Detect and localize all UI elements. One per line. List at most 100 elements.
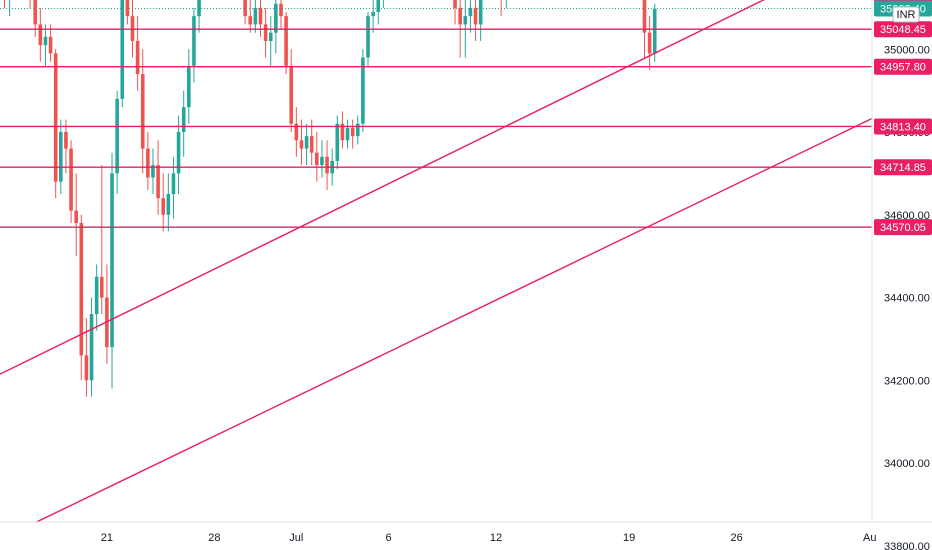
candle-body[interactable] bbox=[299, 140, 304, 149]
candle-body[interactable] bbox=[268, 32, 273, 41]
level-label-bg bbox=[874, 219, 932, 236]
candle-body[interactable] bbox=[463, 16, 468, 25]
horizontal-level-label[interactable]: 34957.80 bbox=[874, 58, 932, 75]
trend-lines bbox=[0, 0, 872, 540]
candle-body[interactable] bbox=[468, 7, 473, 17]
candle-body[interactable] bbox=[652, 8, 657, 54]
candle-body[interactable] bbox=[59, 132, 63, 182]
candle-body[interactable] bbox=[304, 136, 309, 149]
candle-body[interactable] bbox=[197, 0, 201, 17]
candle-body[interactable] bbox=[279, 3, 283, 17]
y-tick-label: 35000.00 bbox=[884, 44, 930, 56]
candle-body[interactable] bbox=[294, 123, 299, 141]
currency-badge-text: INR bbox=[897, 9, 916, 21]
candle-body[interactable] bbox=[642, 0, 647, 33]
candle-body[interactable] bbox=[176, 132, 181, 174]
candle-body[interactable] bbox=[355, 123, 360, 137]
candle-body[interactable] bbox=[345, 127, 350, 141]
x-tick-label: 28 bbox=[208, 532, 220, 544]
candle-body[interactable] bbox=[43, 36, 48, 46]
candle-body[interactable] bbox=[478, 0, 483, 25]
candle-body[interactable] bbox=[94, 276, 99, 315]
candle-body[interactable] bbox=[284, 16, 288, 66]
candle-body[interactable] bbox=[99, 276, 104, 298]
candle-body[interactable] bbox=[79, 223, 84, 356]
candle-body[interactable] bbox=[156, 165, 160, 199]
trend-line[interactable] bbox=[0, 117, 872, 540]
y-axis[interactable]: 33800.00 34000.00 34200.00 34400.00 34600.00… bbox=[874, 0, 932, 550]
x-tick-label: Jul bbox=[289, 532, 303, 544]
candle-body[interactable] bbox=[325, 156, 329, 174]
x-tick-label: 12 bbox=[490, 532, 502, 544]
candle-body[interactable] bbox=[53, 53, 58, 182]
candle-body[interactable] bbox=[74, 210, 78, 224]
horizontal-level-label[interactable]: 34714.85 bbox=[874, 159, 932, 176]
candle-body[interactable] bbox=[135, 40, 140, 75]
candle-body[interactable] bbox=[115, 98, 119, 174]
candle-body[interactable] bbox=[48, 36, 53, 54]
level-label-bg bbox=[874, 118, 932, 135]
candle-body[interactable] bbox=[64, 132, 68, 149]
candle-body[interactable] bbox=[340, 123, 345, 141]
candle-body[interactable] bbox=[69, 148, 73, 211]
horizontal-level-label[interactable]: 35048.45 bbox=[874, 21, 932, 38]
level-label-text: 34957.80 bbox=[880, 62, 926, 74]
level-label-bg bbox=[874, 159, 932, 176]
candle-body[interactable] bbox=[335, 123, 340, 161]
candle-body[interactable] bbox=[125, 0, 130, 17]
candle-body[interactable] bbox=[192, 16, 196, 66]
candle-body[interactable] bbox=[453, 0, 457, 8]
level-label-text: 35048.45 bbox=[880, 24, 926, 36]
candle-body[interactable] bbox=[263, 24, 268, 41]
level-label-text: 34570.05 bbox=[880, 222, 926, 234]
candle-body[interactable] bbox=[84, 355, 89, 381]
candle-body[interactable] bbox=[473, 7, 478, 25]
candles-group bbox=[4, 0, 657, 397]
candle-body[interactable] bbox=[120, 0, 125, 99]
candle-body[interactable] bbox=[140, 74, 145, 149]
x-tick-label: 6 bbox=[385, 532, 391, 544]
horizontal-level-label[interactable]: 34570.05 bbox=[874, 219, 932, 236]
currency-badge[interactable]: INR bbox=[892, 6, 920, 23]
candle-body[interactable] bbox=[366, 16, 370, 58]
candle-body[interactable] bbox=[151, 165, 155, 178]
candle-body[interactable] bbox=[274, 3, 278, 33]
candle-body[interactable] bbox=[89, 314, 94, 381]
candle-body[interactable] bbox=[187, 65, 191, 108]
candle-body[interactable] bbox=[146, 148, 150, 178]
currency-badge-bg bbox=[892, 6, 920, 23]
candle-body[interactable] bbox=[309, 136, 314, 153]
candle-body[interactable] bbox=[181, 107, 186, 132]
x-tick-label: 26 bbox=[731, 532, 743, 544]
candle-body[interactable] bbox=[161, 198, 166, 215]
candle-body[interactable] bbox=[315, 152, 319, 166]
plot-area[interactable] bbox=[0, 0, 872, 522]
candle-body[interactable] bbox=[320, 156, 324, 166]
candle-body[interactable] bbox=[248, 16, 253, 25]
x-tick-label: Au bbox=[863, 532, 876, 544]
candle-body[interactable] bbox=[110, 173, 114, 348]
candle-body[interactable] bbox=[289, 65, 294, 124]
level-label-text: 34813.40 bbox=[880, 121, 926, 133]
horizontal-levels bbox=[0, 28, 872, 228]
candle-body[interactable] bbox=[38, 24, 43, 46]
candle-body[interactable] bbox=[243, 0, 247, 17]
x-axis[interactable]: 21 28 Jul 6 12 19 26 Au bbox=[101, 532, 877, 544]
candle-body[interactable] bbox=[350, 127, 355, 137]
candle-body[interactable] bbox=[647, 32, 652, 54]
candle-body[interactable] bbox=[376, 0, 381, 13]
y-tick-label: 34000.00 bbox=[884, 458, 930, 470]
candle-body[interactable] bbox=[33, 0, 38, 25]
candle-body[interactable] bbox=[458, 7, 462, 25]
candle-body[interactable] bbox=[361, 57, 365, 124]
y-tick-label: 34400.00 bbox=[884, 293, 930, 305]
candle-body[interactable] bbox=[371, 12, 375, 17]
horizontal-level-label[interactable]: 34813.40 bbox=[874, 118, 932, 135]
candle-body[interactable] bbox=[253, 7, 258, 25]
candle-body[interactable] bbox=[166, 194, 171, 215]
candle-body[interactable] bbox=[258, 7, 263, 25]
trend-line[interactable] bbox=[0, 0, 872, 375]
candle-body[interactable] bbox=[171, 173, 176, 195]
